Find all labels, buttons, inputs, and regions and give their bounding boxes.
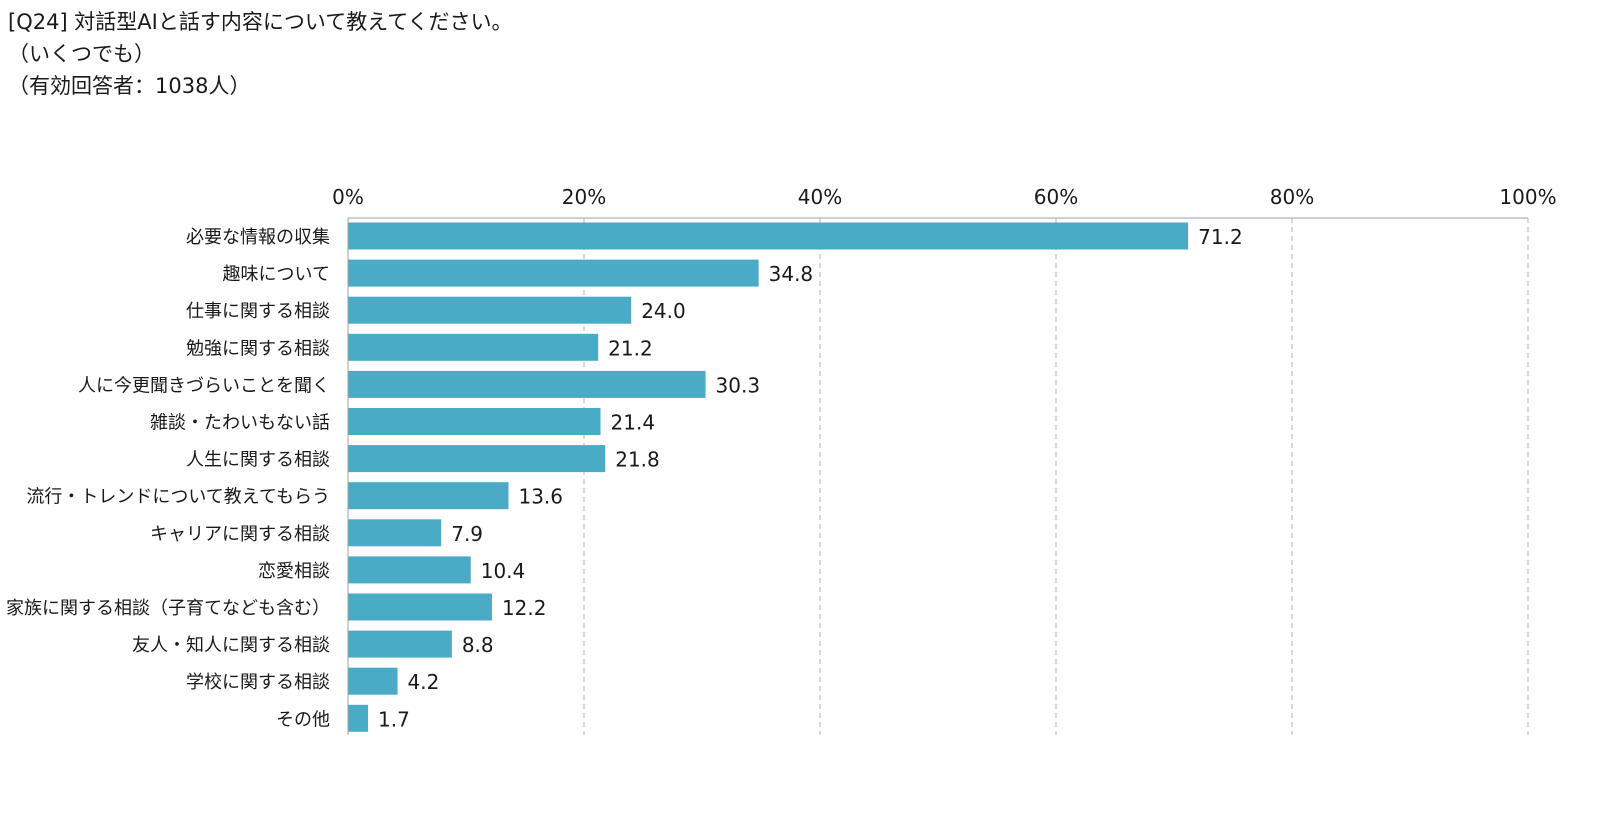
data-label: 71.2 [1198,225,1243,249]
category-label: 仕事に関する相談 [186,301,330,322]
bar [348,222,1189,250]
bar [348,556,471,584]
bar [348,445,606,473]
x-tick-label: 80% [1270,185,1314,209]
bar [348,296,632,324]
chart-subtitle: （いくつでも） [8,42,155,66]
data-label: 30.3 [716,373,761,397]
data-label: 13.6 [518,485,563,509]
data-label: 21.2 [608,336,653,360]
category-label: 趣味について [223,264,330,285]
x-tick-label: 20% [562,185,606,209]
chart-header: [Q24] 対話型AIと話す内容について教えてください。 （いくつでも） （有効… [8,6,513,102]
bar [348,630,452,658]
x-tick-label: 60% [1034,185,1078,209]
category-label: 人に今更聞きづらいことを聞く [78,375,330,396]
data-label: 21.8 [615,448,660,472]
data-label: 7.9 [451,522,483,546]
bar [348,333,599,361]
bar [348,408,601,435]
bar [348,259,759,287]
category-label: 学校に関する相談 [186,672,330,693]
data-label: 8.8 [462,633,494,657]
chart-title: [Q24] 対話型AIと話す内容について教えてください。 [8,10,513,34]
x-tick-label: 40% [798,185,842,209]
category-label: 雑談・たわいもない話 [150,413,330,434]
category-label: キャリアに関する相談 [150,524,330,545]
respondent-count: （有効回答者：1038人） [8,74,251,98]
bar [348,519,442,547]
bar [348,482,509,510]
category-label: その他 [276,709,330,730]
data-label: 1.7 [378,707,410,731]
data-label: 21.4 [611,411,656,435]
bar [348,704,369,732]
bar [348,370,706,398]
bar [348,593,492,621]
category-label: 必要な情報の収集 [186,227,330,248]
category-label: 恋愛相談 [258,560,330,582]
category-label: 人生に関する相談 [186,450,330,471]
bar [348,667,398,695]
x-tick-label: 100% [1499,185,1556,209]
category-label: 友人・知人に関する相談 [132,635,330,656]
data-label: 4.2 [408,670,440,694]
category-label: 流行・トレンドについて教えてもらう [26,487,330,508]
x-tick-label: 0% [332,185,364,209]
data-label: 24.0 [641,299,686,323]
category-label: 勉強に関する相談 [186,338,330,359]
data-label: 34.8 [769,262,814,286]
category-label: 家族に関する相談（子育てなども含む） [6,598,330,619]
data-label: 10.4 [481,559,526,583]
data-label: 12.2 [502,596,547,620]
